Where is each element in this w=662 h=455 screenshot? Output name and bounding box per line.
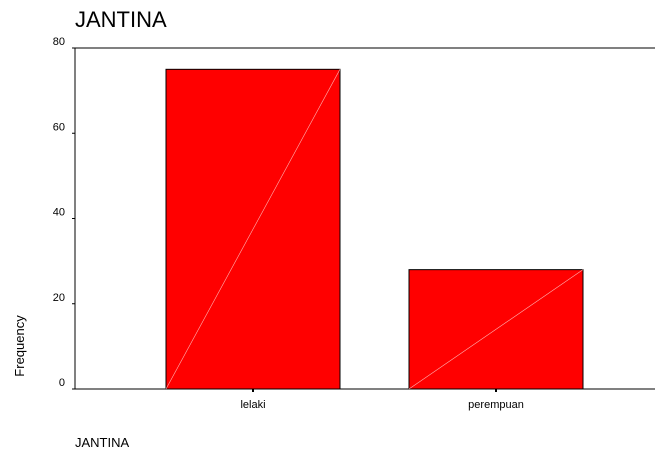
- y-tick-label: 60: [53, 121, 65, 133]
- bar-diagonal: [165, 69, 341, 390]
- y-tick-label: 20: [53, 292, 65, 304]
- y-tick-label: 80: [53, 36, 65, 48]
- chart-title: JANTINA: [75, 7, 167, 32]
- y-tick-label: 40: [53, 207, 65, 219]
- y-axis-title: Frequency: [12, 315, 27, 377]
- y-ticks: 0 20 40 60 80: [53, 36, 75, 390]
- x-ticks: lelaki perempuan: [240, 389, 524, 411]
- x-tick-label-perempuan: perempuan: [468, 399, 524, 411]
- x-tick-label-lelaki: lelaki: [240, 399, 265, 411]
- bar-diagonal: [408, 269, 584, 390]
- y-tick-label: 0: [59, 377, 65, 389]
- bars: [165, 68, 584, 390]
- x-axis-title: JANTINA: [75, 435, 130, 450]
